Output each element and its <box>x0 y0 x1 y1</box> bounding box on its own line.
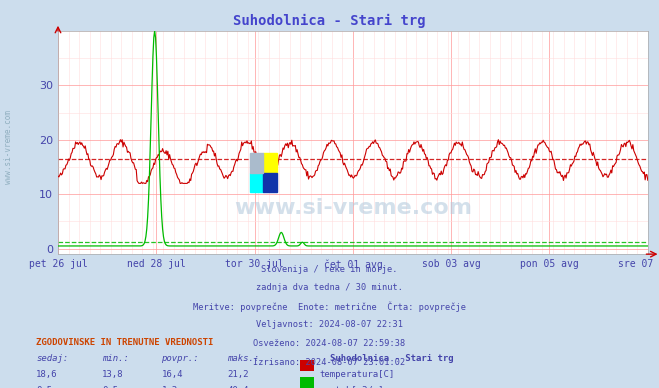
Text: ZGODOVINSKE IN TRENUTNE VREDNOSTI: ZGODOVINSKE IN TRENUTNE VREDNOSTI <box>36 338 214 346</box>
Text: povpr.:: povpr.: <box>161 354 199 363</box>
Text: Suhodolnica - Stari trg: Suhodolnica - Stari trg <box>233 14 426 28</box>
Text: 16,4: 16,4 <box>161 370 183 379</box>
Text: Meritve: povprečne  Enote: metrične  Črta: povprečje: Meritve: povprečne Enote: metrične Črta:… <box>193 302 466 312</box>
Text: 18,6: 18,6 <box>36 370 58 379</box>
Bar <box>264 173 277 192</box>
Text: 0,5: 0,5 <box>36 386 52 388</box>
Text: 1,3: 1,3 <box>161 386 177 388</box>
Text: Osveženo: 2024-08-07 22:59:38: Osveženo: 2024-08-07 22:59:38 <box>253 339 406 348</box>
Bar <box>250 154 264 173</box>
Text: Izrisano: 2024-08-07 23:01:02: Izrisano: 2024-08-07 23:01:02 <box>253 358 406 367</box>
Text: sedaj:: sedaj: <box>36 354 69 363</box>
Text: maks.:: maks.: <box>227 354 260 363</box>
Text: min.:: min.: <box>102 354 129 363</box>
Text: temperatura[C]: temperatura[C] <box>319 370 394 379</box>
Text: Slovenija / reke in morje.: Slovenija / reke in morje. <box>261 265 398 274</box>
Text: www.si-vreme.com: www.si-vreme.com <box>4 111 13 184</box>
Text: 13,8: 13,8 <box>102 370 124 379</box>
Text: Veljavnost: 2024-08-07 22:31: Veljavnost: 2024-08-07 22:31 <box>256 320 403 329</box>
Text: zadnja dva tedna / 30 minut.: zadnja dva tedna / 30 minut. <box>256 283 403 292</box>
Text: pretok[m3/s]: pretok[m3/s] <box>319 386 384 388</box>
Text: 0,5: 0,5 <box>102 386 118 388</box>
Text: www.si-vreme.com: www.si-vreme.com <box>234 198 472 218</box>
Bar <box>250 173 264 192</box>
Bar <box>264 154 277 173</box>
Text: Suhodolnica - Stari trg: Suhodolnica - Stari trg <box>330 354 453 363</box>
Text: 40,4: 40,4 <box>227 386 249 388</box>
Text: 21,2: 21,2 <box>227 370 249 379</box>
